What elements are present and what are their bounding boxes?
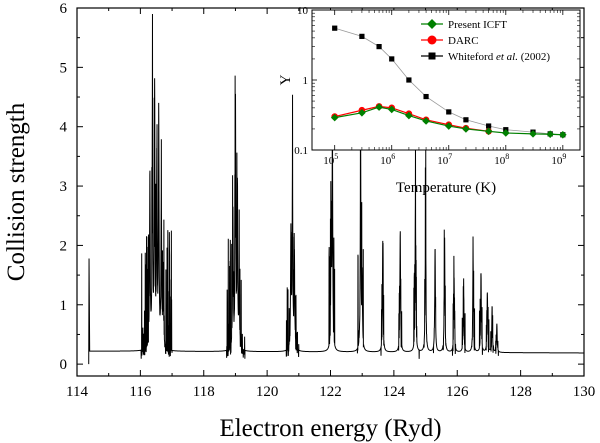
whiteford-point: [389, 56, 395, 62]
icft-point: [330, 113, 339, 122]
inset-x-tick-label: 105: [323, 152, 338, 167]
x-axis-title: Electron energy (Ryd): [219, 415, 441, 442]
x-tick-label: 118: [193, 384, 215, 400]
x-tick-label: 124: [383, 384, 406, 400]
y-tick-label: 6: [60, 1, 68, 17]
icft-point: [422, 117, 430, 125]
icft-point: [405, 111, 413, 120]
icft-point: [358, 108, 366, 117]
legend-marker-diamond: [427, 19, 437, 29]
whiteford-point: [463, 117, 469, 123]
inset-x-tick-label: 107: [437, 152, 452, 167]
legend-label: DARC: [448, 35, 479, 47]
icft-point: [501, 129, 510, 137]
inset-y-tick-label: 0.1: [294, 145, 308, 157]
icft-point: [546, 130, 554, 139]
x-tick-label: 122: [319, 384, 342, 400]
whiteford-point: [359, 33, 365, 39]
whiteford-point: [423, 93, 429, 100]
y-tick-label: 5: [60, 60, 68, 76]
y-axis-title: Collision strength: [3, 102, 30, 281]
icft-point: [462, 125, 470, 133]
legend-marker-square: [428, 52, 436, 60]
inset-y-tick-label: 10: [297, 5, 309, 17]
icft-point: [484, 127, 493, 136]
whiteford-point: [486, 123, 492, 129]
legend-label: Present ICFT: [448, 19, 507, 31]
inset-x-tick-label: 109: [551, 152, 566, 167]
inset-x-tick-label: 106: [380, 152, 395, 167]
legend-marker-circle: [427, 35, 437, 45]
inset-y-axis-title: Υ: [278, 74, 294, 85]
inset-background: [312, 10, 580, 150]
icft-point: [559, 130, 567, 139]
whiteford-point: [376, 44, 382, 50]
y-tick-label: 3: [60, 179, 68, 195]
x-tick-label: 128: [509, 384, 532, 400]
x-tick-label: 130: [573, 384, 596, 400]
spectrum-line: [88, 13, 584, 365]
y-tick-label: 1: [60, 298, 68, 314]
icft-point: [375, 103, 383, 111]
icft-point: [387, 105, 396, 114]
legend-label: Whiteford et al. (2002): [448, 51, 550, 63]
x-tick-label: 126: [446, 384, 469, 400]
icft-point: [529, 130, 537, 138]
x-tick-label: 120: [256, 384, 279, 400]
inset-plot: 105 106 107 108 109 0.1 1 10 Temperature (K) Υ Pre…: [278, 5, 581, 196]
inset-x-axis-title: Temperature (K): [396, 180, 496, 196]
whiteford-point: [406, 77, 412, 83]
y-tick-label: 2: [60, 238, 68, 254]
main-plot: 114 116 118 120 122 124 126 128 130 0 1 2 3 4 5 6 Electr…: [3, 1, 595, 442]
whiteford-point: [332, 25, 338, 31]
y-tick-label: 0: [60, 357, 68, 373]
x-tick-label: 114: [66, 384, 88, 400]
whiteford-point: [446, 109, 452, 115]
inset-x-tick-label: 108: [494, 152, 509, 167]
icft-point: [444, 122, 453, 130]
x-tick-label: 116: [129, 384, 151, 400]
y-tick-label: 4: [60, 120, 68, 136]
inset-y-tick-label: 1: [303, 75, 309, 87]
